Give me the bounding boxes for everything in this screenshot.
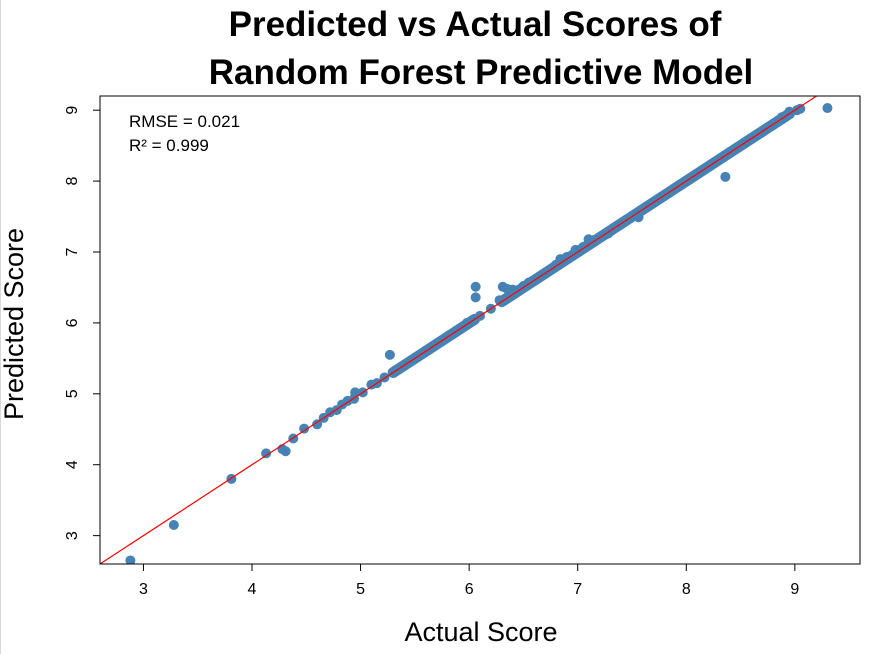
data-point: [561, 251, 572, 262]
data-point: [795, 103, 806, 114]
y-tick-label: 4: [64, 460, 81, 469]
y-tick-label: 6: [64, 318, 81, 327]
x-tick-label: 9: [790, 581, 799, 598]
data-point: [822, 103, 833, 114]
chart-title: Predicted vs Actual Scores of: [229, 5, 722, 44]
data-point: [168, 520, 179, 530]
data-point: [784, 106, 795, 117]
rmse-annotation: RMSE = 0.021: [129, 112, 240, 131]
data-point: [633, 212, 644, 223]
page-left-border: [0, 0, 1, 654]
chart-title-group: Predicted vs Actual Scores of Random For…: [209, 5, 754, 92]
data-point: [470, 281, 481, 292]
x-axis-label: Actual Score: [404, 617, 557, 647]
y-tick-label: 5: [64, 389, 81, 398]
data-point: [125, 555, 136, 564]
x-tick-label: 3: [139, 581, 148, 598]
data-point: [312, 419, 323, 430]
x-tick-label: 8: [682, 581, 691, 598]
plot-frame: [99, 95, 861, 565]
data-point: [299, 423, 310, 434]
y-tick-label: 9: [64, 106, 81, 115]
data-point: [261, 448, 272, 459]
x-tick-label: 6: [465, 581, 474, 598]
scatter-points: [125, 103, 833, 564]
fit-annotations: RMSE = 0.021 R² = 0.999: [129, 112, 240, 155]
r-squared-annotation: R² = 0.999: [129, 136, 209, 155]
y-tick-label: 3: [64, 531, 81, 540]
data-point: [720, 171, 731, 182]
y-tick-label: 8: [64, 177, 81, 186]
data-point: [494, 295, 505, 306]
x-tick-label: 5: [356, 581, 365, 598]
chart-subtitle: Random Forest Predictive Model: [209, 53, 754, 92]
data-point: [280, 446, 291, 457]
data-point: [350, 387, 361, 398]
y-tick-label: 7: [64, 247, 81, 256]
y-axis-label: Predicted Score: [0, 228, 29, 420]
y-axis: 3 4 5 6 7 8 9: [64, 106, 101, 540]
x-axis: 3 4 5 6 7 8 9: [139, 563, 799, 598]
data-point: [384, 349, 395, 360]
x-tick-label: 7: [573, 581, 582, 598]
x-tick-label: 4: [248, 581, 257, 598]
reference-line: [100, 96, 818, 564]
reference-line-layer: [100, 96, 818, 564]
data-point: [470, 292, 481, 303]
